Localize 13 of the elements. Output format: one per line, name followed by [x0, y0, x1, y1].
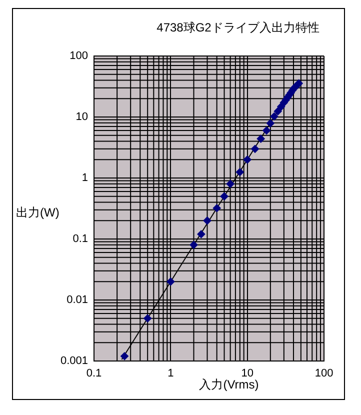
x-tick-label: 1 [168, 368, 174, 380]
y-axis-title: 出力(W) [16, 205, 60, 220]
x-tick-label: 0.1 [86, 368, 102, 380]
y-tick-label: 0.01 [66, 294, 88, 306]
y-tick-label: 0.1 [72, 233, 88, 246]
y-tick-label: 0.001 [60, 355, 88, 368]
y-tick-label: 100 [70, 50, 88, 62]
y-tick-label: 10 [76, 111, 88, 124]
x-tick-label: 100 [314, 368, 334, 380]
y-tick-label: 1 [82, 172, 88, 184]
chart-title: 4738球G2ドライブ入出力特性 [156, 20, 320, 34]
x-tick-label: 10 [241, 368, 254, 380]
x-axis-title: 入力(Vrms) [199, 377, 259, 392]
